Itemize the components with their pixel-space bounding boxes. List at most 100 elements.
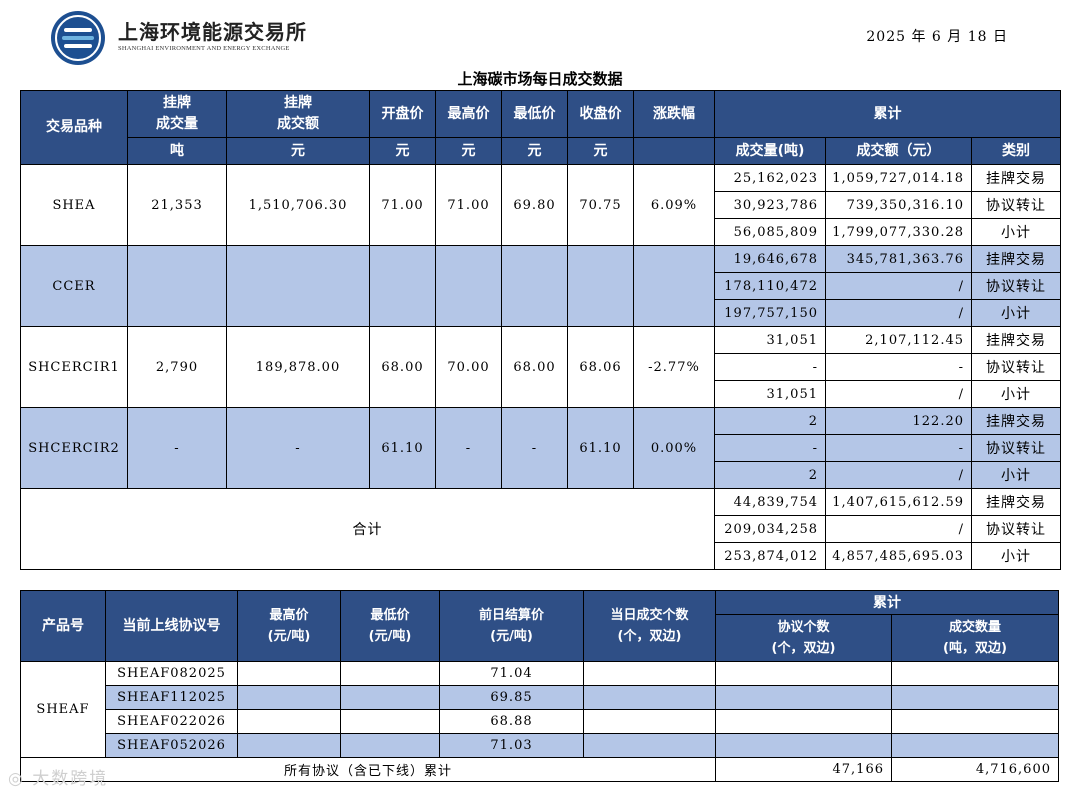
total-row: 合计 44,839,754 1,407,615,612.59 挂牌交易 [20,488,1062,570]
daily-trading-table: 交易品种 挂牌 成交量 挂牌 成交额 开盘价 最高价 最低价 收盘价 涨跌幅 累… [20,90,1062,570]
variety-name: CCER [20,245,128,327]
close-price: 70.75 [567,164,634,246]
total-label: 合计 [20,488,715,570]
listed-volume [127,245,227,327]
table-row: SHCERCIR1 2,790 189,878.00 68.00 70.00 6… [20,326,1062,408]
cum-volume: 197,757,150 [714,299,826,327]
total-row: 所有协议（含已下线）累计 47,166 4,716,600 [20,757,1059,782]
unit-open: 元 [369,137,436,165]
high-price [435,245,502,327]
header-close: 收盘价 [567,90,634,138]
cum-amount: 1,059,727,014.18 [825,164,972,192]
header-high: 最高价 [435,90,502,138]
contract-count [583,733,716,758]
cum-type: 小计 [970,299,1062,327]
contract-cum-qty [891,709,1059,734]
total-label: 所有协议（含已下线）累计 [20,757,716,782]
open-price: 71.00 [369,164,436,246]
variety-name: SHCERCIR1 [20,326,128,408]
contract-cum-qty [891,661,1059,686]
exchange-logo-icon [51,11,105,65]
header-count: 当日成交个数 (个，双边) [583,590,716,662]
table-row: SHEAF112025 69.85 [20,685,1059,710]
total-amount: / [825,515,972,543]
header-cum-count: 协议个数 (个，双边) [715,614,892,662]
total-volume: 209,034,258 [714,515,826,543]
cum-type: 挂牌交易 [970,164,1062,192]
open-price: 61.10 [369,407,436,489]
unit-listed-amount: 元 [226,137,370,165]
contract-low [340,685,440,710]
contract-count [583,661,716,686]
header-change: 涨跌幅 [633,90,715,138]
report-title: 上海碳市场每日成交数据 [457,70,623,88]
page-header: 上海环境能源交易所 SHANGHAI ENVIRONMENT AND ENERG… [0,0,1080,70]
contract-count [583,685,716,710]
header-low: 最低价 (元/吨) [340,590,440,662]
cum-amount: 739,350,316.10 [825,191,972,219]
sheaf-forward-table: 产品号 当前上线协议号 最高价 (元/吨) 最低价 (元/吨) 前日结算价 (元… [20,590,1059,782]
cum-volume: 178,110,472 [714,272,826,300]
contract-code: SHEAF052026 [105,733,238,758]
contract-low [340,661,440,686]
total-amount: 1,407,615,612.59 [825,488,972,516]
header-contract: 当前上线协议号 [105,590,238,662]
cum-volume: 2 [714,461,826,489]
cum-volume: - [714,434,826,462]
low-price: 68.00 [501,326,568,408]
contract-settle: 71.03 [439,733,584,758]
contract-cum-qty [891,733,1059,758]
high-price: - [435,407,502,489]
header-cumulative: 累计 [715,590,1059,615]
cum-volume: - [714,353,826,381]
listed-amount: 1,510,706.30 [226,164,370,246]
unit-high: 元 [435,137,502,165]
listed-amount: - [226,407,370,489]
total-cum-qty: 4,716,600 [891,757,1059,782]
cum-type: 协议转让 [970,434,1062,462]
contract-high [237,661,341,686]
header-variety: 交易品种 [20,90,128,165]
contract-count [583,709,716,734]
header-low: 最低价 [501,90,568,138]
total-amount: 4,857,485,695.03 [825,542,972,570]
watermark-text: 大数跨境 [32,769,109,789]
total-volume: 253,874,012 [714,542,826,570]
org-name-en: SHANGHAI ENVIRONMENT AND ENERGY EXCHANGE [118,45,290,52]
contract-cum-qty [891,685,1059,710]
total-volume: 44,839,754 [714,488,826,516]
listed-amount: 189,878.00 [226,326,370,408]
contract-settle: 68.88 [439,709,584,734]
contract-cum-count [715,709,892,734]
listed-volume: - [127,407,227,489]
total-type: 小计 [970,542,1062,570]
low-price [501,245,568,327]
open-price: 68.00 [369,326,436,408]
header-open: 开盘价 [369,90,436,138]
cum-type: 小计 [970,461,1062,489]
contract-low [340,709,440,734]
cum-volume: 25,162,023 [714,164,826,192]
total-cum-count: 47,166 [715,757,892,782]
close-price: 68.06 [567,326,634,408]
table-row: SHEA 21,353 1,510,706.30 71.00 71.00 69.… [20,164,1062,246]
high-price: 71.00 [435,164,502,246]
contract-cum-count [715,685,892,710]
header-listed-amount: 挂牌 成交额 [226,90,370,138]
contract-cum-count [715,661,892,686]
contract-settle: 71.04 [439,661,584,686]
contract-code: SHEAF022026 [105,709,238,734]
header-cum-amount: 成交额（元） [825,137,972,165]
change-pct [633,245,715,327]
cum-amount: 122.20 [825,407,972,435]
change-pct: -2.77% [633,326,715,408]
contract-high [237,709,341,734]
close-price: 61.10 [567,407,634,489]
watermark-icon: ◎ [8,769,25,789]
unit-close: 元 [567,137,634,165]
open-price [369,245,436,327]
cum-type: 挂牌交易 [970,407,1062,435]
cum-volume: 31,051 [714,326,826,354]
listed-amount [226,245,370,327]
cum-amount: / [825,272,972,300]
